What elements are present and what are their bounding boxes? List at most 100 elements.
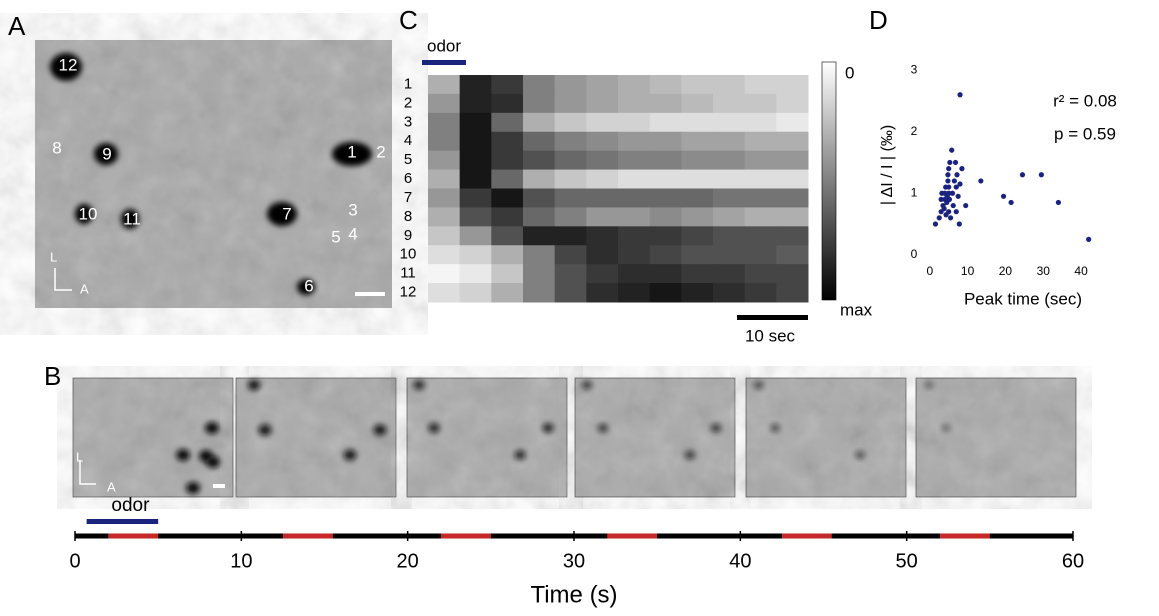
orientation-axes	[54, 268, 72, 291]
heat-cell	[681, 93, 714, 114]
heat-cell	[744, 112, 777, 133]
heat-cell	[776, 245, 809, 265]
heat-cell	[491, 226, 524, 246]
heat-cell	[618, 188, 651, 208]
heat-cell	[554, 93, 587, 114]
heat-cell	[459, 226, 492, 246]
row-label: 5	[404, 151, 412, 168]
row-label: 1	[404, 75, 412, 92]
heat-cell	[586, 283, 619, 303]
heat-cell	[491, 169, 524, 189]
orientation-label: A	[107, 479, 116, 494]
point	[956, 221, 962, 227]
scale-bar	[213, 484, 225, 488]
heat-cell	[554, 226, 587, 246]
heat-cell	[554, 283, 587, 303]
heat-cell	[744, 93, 777, 114]
panel-label: B	[44, 361, 61, 391]
heat-cell	[554, 75, 587, 95]
heat-cell	[586, 112, 619, 133]
cell-blob	[710, 423, 722, 433]
row-label: 7	[404, 189, 412, 206]
point	[950, 202, 956, 209]
heat-cell	[713, 245, 746, 265]
x-tick-label: 50	[896, 550, 918, 572]
point	[954, 172, 960, 178]
heat-cell	[776, 226, 809, 246]
cell-blob	[597, 423, 609, 433]
heat-cell	[618, 93, 651, 114]
heat-cell	[681, 245, 714, 265]
heat-cell	[744, 131, 777, 152]
heat-cell	[554, 188, 587, 208]
orientation-axes	[79, 460, 96, 485]
heat-cell	[649, 131, 682, 152]
cell-label: 11	[123, 209, 141, 228]
heat-cell	[491, 264, 524, 284]
heat-cell	[744, 283, 777, 303]
heat-cell	[713, 112, 746, 133]
heat-cell	[744, 169, 777, 189]
cell-blob	[206, 456, 220, 468]
point	[952, 159, 959, 166]
cell-label: 6	[304, 276, 313, 295]
cell-blob	[247, 379, 261, 391]
point	[1000, 193, 1007, 199]
point	[1086, 236, 1092, 242]
cell-blobs	[50, 53, 372, 295]
cell-label: 3	[348, 200, 357, 219]
heat-cell	[459, 207, 492, 227]
heat-cell	[491, 150, 524, 171]
heat-cell	[491, 75, 524, 95]
heat-cell	[649, 245, 682, 265]
point	[947, 159, 953, 166]
heat-cell	[428, 188, 461, 208]
heat-cell	[649, 169, 682, 189]
heat-cell	[428, 264, 461, 284]
y-tick-label: 0	[911, 247, 918, 261]
heat-cell	[618, 245, 651, 265]
heat-cell	[618, 264, 651, 284]
frame-texture	[407, 378, 567, 497]
orientation-label: L	[50, 249, 57, 264]
heat-cell	[586, 188, 619, 208]
heat-cell	[618, 112, 651, 133]
point	[959, 166, 965, 172]
row-label: 2	[404, 94, 412, 111]
heat-cell	[713, 207, 746, 227]
cell-label: 5	[331, 227, 340, 246]
point	[946, 190, 952, 196]
point	[946, 166, 952, 172]
heat-cell	[713, 75, 746, 95]
heat-cell	[744, 264, 777, 284]
scale-bar	[355, 292, 385, 296]
x-tick-label: 40	[729, 550, 751, 572]
heat-cell	[681, 131, 714, 152]
heat-cell	[681, 188, 714, 208]
cell-blob	[514, 450, 526, 460]
heat-cell	[618, 207, 651, 227]
heat-cell	[776, 131, 809, 152]
cell-blob	[186, 482, 200, 494]
row-label: 10	[400, 246, 417, 263]
x-tick-label: 40	[1074, 264, 1088, 278]
heat-cell	[586, 93, 619, 114]
heat-cell	[713, 264, 746, 284]
row-label: 6	[404, 170, 412, 187]
heat-cell	[523, 150, 556, 171]
heat-cell	[523, 226, 556, 246]
heat-cell	[428, 226, 461, 246]
heat-cell	[744, 207, 777, 227]
cell-blob	[925, 381, 933, 389]
heat-cell	[554, 131, 587, 152]
heat-cell	[586, 226, 619, 246]
heat-cell	[649, 283, 682, 303]
row-label: 8	[404, 208, 412, 225]
heat-cell	[459, 131, 492, 152]
heat-cell	[459, 112, 492, 133]
heat-cell	[459, 264, 492, 284]
heat-cell	[554, 169, 587, 189]
annotation: p = 0.59	[1054, 124, 1116, 143]
colorbar-label: 0	[845, 63, 854, 82]
point	[949, 147, 955, 153]
